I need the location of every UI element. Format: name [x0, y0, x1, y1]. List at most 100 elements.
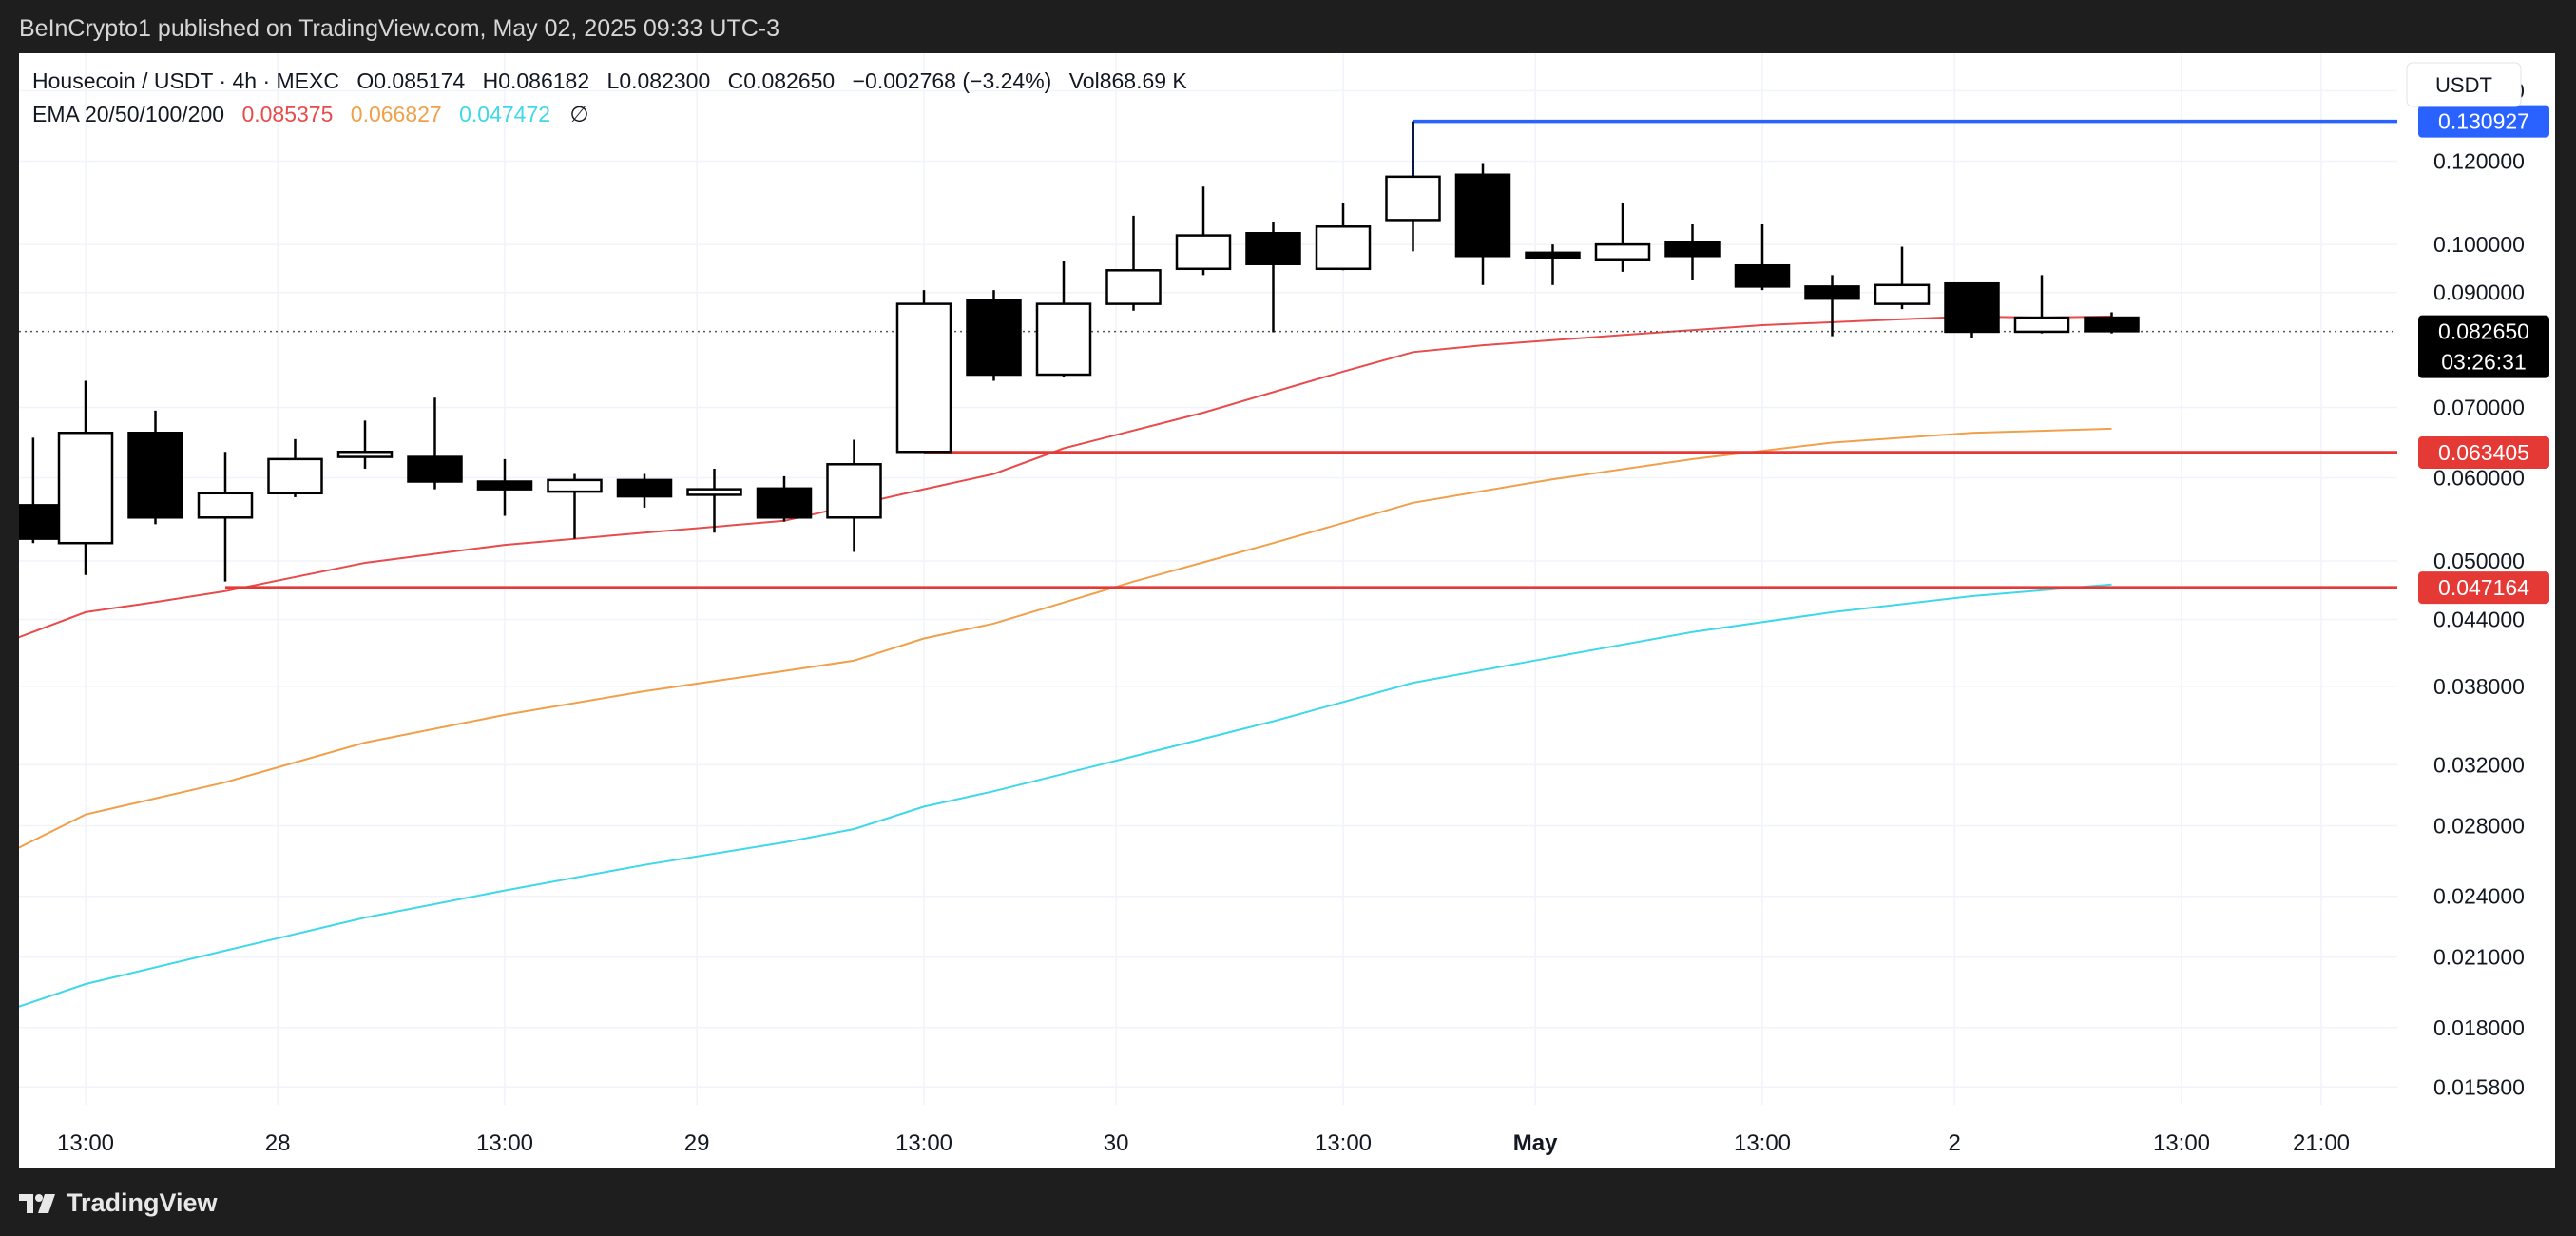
low-value: 0.082300 — [619, 68, 710, 93]
time-axis[interactable]: 13:00 28 13:00 29 13:00 30 13:00 May 13:00 2 13:00… — [57, 1130, 2350, 1156]
level-price-tag-2-text: 0.063405 — [2438, 440, 2529, 465]
price-tick-label: 0.038000 — [2433, 674, 2525, 699]
candle-body — [1245, 232, 1301, 265]
candle-body — [826, 463, 882, 519]
candle-body — [616, 478, 673, 498]
level-price-tag-3-bg — [2418, 571, 2549, 605]
candle — [476, 458, 533, 516]
candle-body — [1944, 281, 2000, 334]
ema-label: EMA 20/50/100/200 — [32, 102, 224, 126]
publish-header: BeInCrypto1 published on TradingView.com… — [0, 0, 2576, 53]
candle — [686, 468, 742, 533]
symbol-line: Housecoin / USDT · 4h · MEXC — [32, 68, 339, 93]
candle — [197, 452, 254, 582]
price-tick-label: 0.060000 — [2433, 465, 2525, 490]
price-tick-label: 0.028000 — [2433, 814, 2525, 839]
time-tick-label: 13:00 — [1734, 1130, 1791, 1156]
candle-body — [197, 492, 254, 519]
candle-body — [1734, 263, 1791, 288]
candle — [895, 290, 952, 454]
last-price-tag-bg — [2418, 315, 2549, 378]
currency-label: USDT — [2435, 73, 2492, 97]
level-price-tag-3-text: 0.047164 — [2438, 575, 2529, 600]
chart-panel[interactable]: 0.1400000.1200000.1000000.0900000.070000… — [5, 53, 2555, 1168]
time-tick-label: 13:00 — [1315, 1130, 1372, 1156]
candle-body — [547, 478, 603, 493]
time-tick-label: 13:00 — [476, 1130, 533, 1156]
candle — [2013, 275, 2070, 334]
candle — [1245, 222, 1301, 333]
candlestick-chart[interactable]: 0.1400000.1200000.1000000.0900000.070000… — [5, 53, 2555, 1168]
candle-body — [895, 302, 952, 454]
ema-line-2 — [15, 427, 2112, 851]
candle-body — [2084, 316, 2140, 333]
candle-body — [1035, 302, 1092, 377]
level-price-tag-1-bg — [2418, 105, 2549, 138]
level-price-tag-1: 0.130927 — [2418, 105, 2549, 138]
price-tick-label: 0.050000 — [2433, 549, 2525, 573]
candle — [407, 397, 463, 490]
price-tick-label: 0.032000 — [2433, 752, 2525, 777]
candle-body — [686, 488, 742, 496]
time-tick-label: 13:00 — [57, 1130, 114, 1156]
candle — [5, 437, 62, 544]
candle — [1804, 275, 1860, 337]
price-tick-label: 0.070000 — [2433, 395, 2525, 419]
tradingview-logo-icon — [19, 1193, 55, 1213]
candle-body — [407, 455, 463, 483]
candle-body — [1594, 242, 1651, 261]
level-price-tag-3: 0.047164 — [2418, 571, 2549, 605]
svg-text:Housecoin / USDT · 4h · MEXC: Housecoin / USDT · 4h · MEXC O0.085174 H… — [32, 68, 1187, 93]
level-price-tag-2: 0.063405 — [2418, 435, 2549, 469]
high-value: 0.086182 — [498, 68, 589, 93]
candle-body — [756, 487, 813, 519]
candle-body — [1664, 241, 1721, 258]
ema-lines — [15, 315, 2112, 1009]
price-tick-label: 0.015800 — [2433, 1074, 2525, 1099]
candle — [966, 290, 1022, 381]
open-value: 0.085174 — [374, 68, 465, 93]
candle-body — [1874, 283, 1931, 305]
candle-body — [1525, 251, 1581, 260]
candles — [5, 121, 2140, 582]
candle-body — [57, 432, 114, 545]
candle — [826, 439, 882, 552]
candle — [1035, 261, 1092, 377]
candle — [616, 473, 673, 508]
candle — [547, 473, 603, 539]
candle — [1944, 281, 2000, 338]
ema20-value: 0.085375 — [241, 102, 333, 126]
candle-body — [127, 432, 183, 519]
ema100-value: 0.047472 — [459, 102, 550, 126]
candle-body — [1175, 234, 1232, 271]
ema50-value: 0.066827 — [351, 102, 442, 126]
close-value: 0.082650 — [743, 68, 835, 93]
bar-countdown: 03:26:31 — [2441, 350, 2527, 375]
time-tick-label: 30 — [1104, 1130, 1129, 1156]
candle-body — [1315, 225, 1372, 271]
candle — [2084, 312, 2140, 334]
price-tick-label: 0.044000 — [2433, 607, 2525, 631]
candle-body — [966, 299, 1022, 377]
level-price-tag-1-text: 0.130927 — [2438, 109, 2529, 134]
tradingview-brand[interactable]: TradingView — [19, 1188, 218, 1218]
candle — [1105, 215, 1162, 311]
price-tick-label: 0.090000 — [2433, 280, 2525, 305]
candle — [57, 380, 114, 575]
grid-lines — [19, 53, 2397, 1105]
candle-body — [1105, 269, 1162, 305]
candle — [267, 438, 323, 497]
candle-body — [1804, 285, 1860, 300]
level-price-tag-2-bg — [2418, 435, 2549, 469]
candle-body — [2013, 316, 2070, 334]
ema-line-1 — [15, 315, 2112, 640]
candle — [1594, 203, 1651, 272]
price-axis[interactable]: 0.1400000.1200000.1000000.0900000.070000… — [2418, 79, 2549, 1100]
time-tick-label: 2 — [1948, 1130, 1960, 1156]
candle-body — [1454, 173, 1511, 258]
currency-button[interactable]: USDT — [2406, 62, 2522, 107]
candle — [756, 475, 813, 522]
candle-body — [267, 457, 323, 495]
candle-body — [476, 480, 533, 491]
candle — [1664, 223, 1721, 280]
